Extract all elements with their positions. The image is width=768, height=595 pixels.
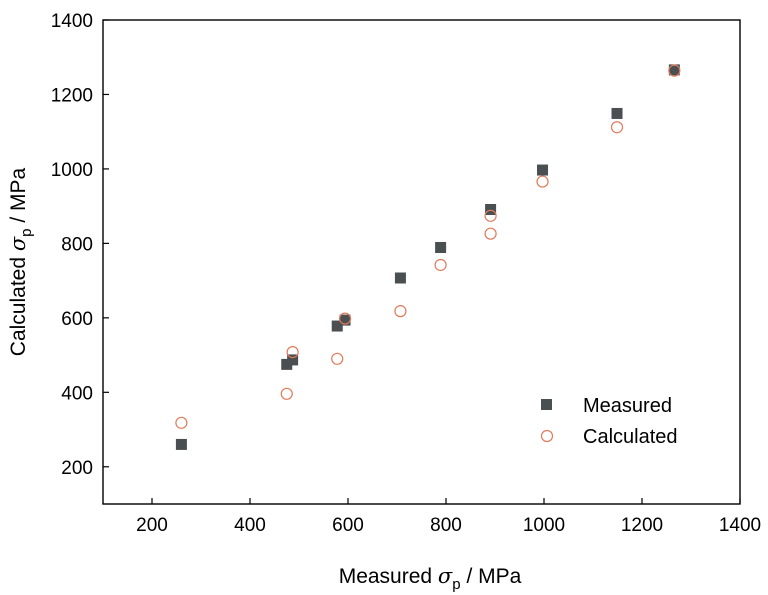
point-calculated-0	[175, 416, 188, 429]
point-measured-5	[394, 272, 406, 284]
legend-label-measured: Measured	[583, 395, 672, 417]
point-measured-6	[435, 241, 447, 253]
point-calculated-5	[394, 305, 407, 318]
y-axis-title: Calculated σp / MPa	[6, 167, 35, 356]
point-measured-3	[331, 320, 343, 332]
point-calculated-7	[484, 227, 497, 240]
y-tick-label: 1200	[51, 85, 93, 106]
point-calculated-6	[434, 258, 447, 272]
y-tick-label: 1000	[51, 160, 93, 181]
x-tick-label: 800	[430, 515, 462, 536]
legend-marker-calculated	[540, 429, 554, 443]
y-tick-label: 400	[61, 383, 93, 404]
point-measured-0	[175, 438, 187, 450]
x-tick-label: 600	[332, 515, 364, 536]
point-calculated-10	[610, 121, 624, 134]
plot-frame	[102, 19, 741, 505]
point-measured-10	[668, 64, 680, 76]
axis-tick-labels: 200 400 600 800 1000 1200 1400 200 400 600 800 1000…	[51, 11, 761, 536]
x-tick-label: 400	[234, 515, 266, 536]
point-measured-4	[339, 314, 351, 326]
point-calculated-1	[280, 387, 293, 400]
axis-ticks	[103, 19, 741, 504]
y-tick-label: 1400	[51, 11, 93, 32]
data-points	[175, 64, 681, 450]
point-calculated-8	[484, 209, 497, 222]
x-tick-label: 1000	[523, 515, 565, 536]
x-axis-title: Measured σp / MPa	[339, 564, 522, 593]
point-calculated-4	[338, 312, 352, 325]
y-tick-label: 800	[61, 234, 93, 255]
point-calculated-3	[331, 352, 344, 365]
legend-marker-measured	[541, 399, 552, 410]
x-tick-label: 200	[136, 515, 168, 536]
point-calculated-11	[668, 64, 681, 77]
point-measured-9	[611, 107, 623, 119]
point-measured-1	[281, 358, 293, 370]
y-tick-label: 200	[61, 458, 93, 479]
point-measured-2	[287, 354, 299, 366]
point-measured-7	[485, 204, 497, 216]
legend-label-calculated: Calculated	[583, 426, 678, 448]
point-calculated-2	[286, 345, 299, 359]
y-tick-label: 600	[61, 309, 93, 330]
x-tick-label: 1400	[719, 515, 761, 536]
legend: Measured Calculated	[540, 395, 678, 448]
point-measured-8	[537, 164, 549, 176]
point-calculated-9	[536, 175, 549, 188]
x-tick-label: 1200	[621, 515, 663, 536]
